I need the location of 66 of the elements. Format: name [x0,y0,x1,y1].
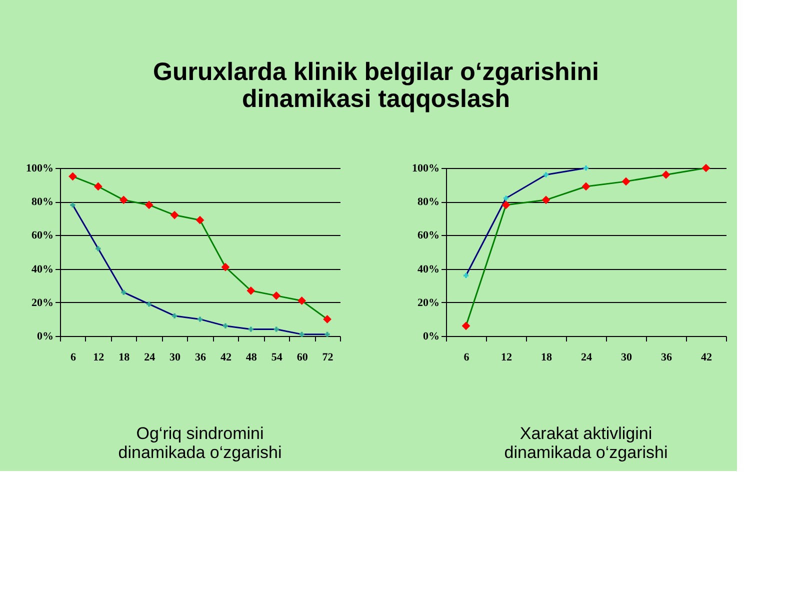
point [542,196,550,204]
point [504,196,508,201]
point [299,332,304,337]
point [119,196,128,204]
point [462,322,470,330]
x-tick-label: 36 [661,352,672,364]
point [70,202,76,208]
x-tick-label: 6 [70,352,76,364]
point [584,166,588,170]
point [246,286,256,295]
y-tick-label: 20% [418,296,440,309]
point [702,164,710,172]
point [121,290,126,295]
x-tick-label: 60 [296,352,308,364]
point [172,313,178,318]
point [323,315,332,324]
x-tick-label: 18 [118,352,130,364]
y-tick-label: 100% [26,162,54,174]
point [68,172,77,181]
x-tick-label: 12 [93,352,105,364]
x-tick-label: 30 [170,352,182,364]
x-tick-label: 30 [621,352,632,364]
point [248,326,254,332]
point [146,302,152,307]
point [198,316,202,322]
point [272,291,281,300]
y-tick-label: 0% [423,330,440,342]
x-tick-label: 72 [322,352,334,364]
point [502,200,510,210]
y-tick-label: 20% [32,296,54,309]
x-tick-label: 24 [581,352,592,364]
point [464,273,468,278]
point [196,216,204,224]
point [170,210,179,220]
point [622,177,630,186]
point [298,296,306,305]
text: Xarakat aktivligini dinamikada o‘zgarishi [504,424,668,462]
y-tick-label: 40% [32,263,54,276]
point [144,200,154,210]
point [662,170,670,179]
y-tick-label: 0% [37,330,54,342]
y-tick-label: 80% [418,196,440,208]
point [324,332,330,337]
x-tick-label: 54 [271,352,283,364]
chart-title: Guruxlarda klinik belgilar o‘zgarishini dinamikasi taqqoslash [153,58,599,113]
x-tick-label: 42 [220,352,232,364]
point [544,172,548,178]
x-tick-label: 12 [501,352,512,364]
point [274,326,279,332]
point [221,262,230,272]
y-tick-label: 60% [32,230,54,242]
point [96,246,101,252]
x-tick-label: 18 [541,352,552,364]
x-tick-label: 36 [195,352,206,364]
text: Og‘riq sindromini dinamikada o‘zgarishi [118,424,282,462]
x-tick-label: 48 [246,352,258,364]
y-tick-label: 40% [418,263,440,276]
point [222,323,228,328]
x-tick-label: 24 [144,352,156,364]
x-tick-label: 42 [701,352,712,364]
point [94,182,102,191]
x-tick-label: 6 [464,352,470,364]
y-tick-label: 80% [32,196,54,208]
point [582,182,590,191]
y-tick-label: 100% [412,162,440,174]
y-tick-label: 60% [418,230,440,242]
